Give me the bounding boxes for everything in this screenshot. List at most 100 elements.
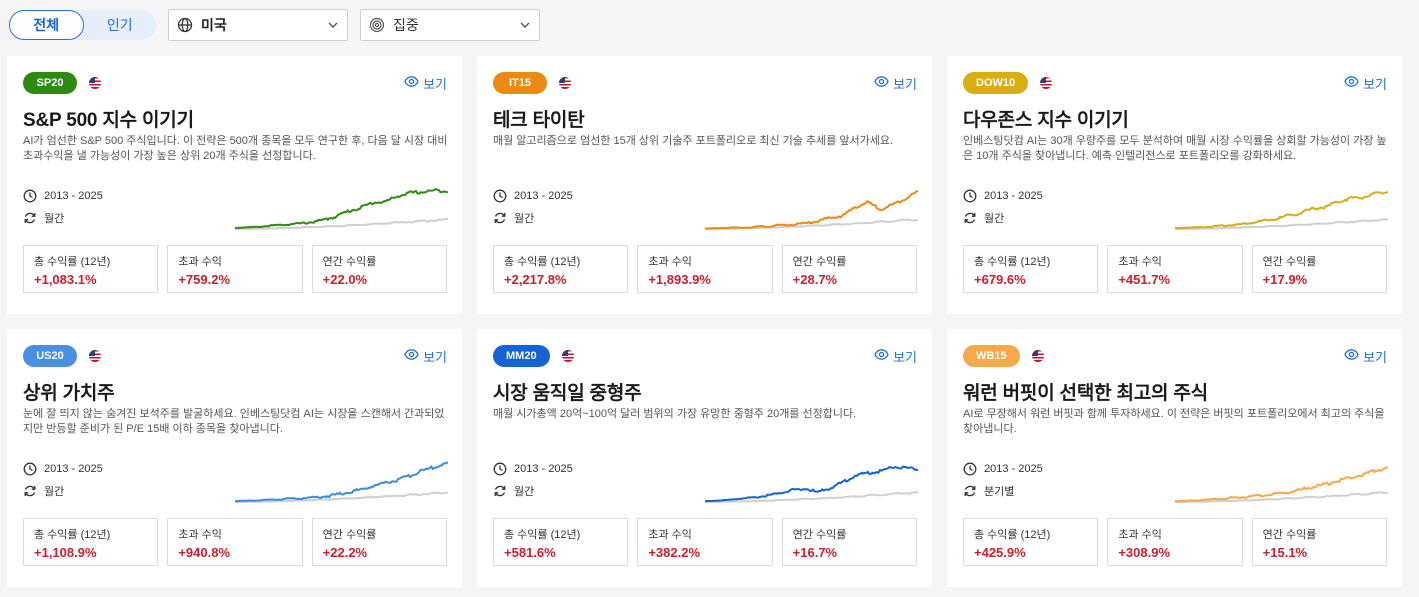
country-dropdown[interactable]: 미국 bbox=[168, 9, 348, 41]
tab-popular[interactable]: 인기 bbox=[106, 17, 133, 33]
eye-icon bbox=[874, 74, 889, 92]
annual-return-box: 연간 수익률 +17.9% bbox=[1251, 245, 1387, 293]
stat-value: +15.1% bbox=[1262, 545, 1308, 560]
stat-value: +17.9% bbox=[1262, 272, 1308, 287]
view-button[interactable]: 보기 bbox=[404, 74, 447, 93]
tab-all[interactable]: 전체 bbox=[9, 10, 84, 40]
stat-label: 총 수익률 (12년) bbox=[34, 256, 111, 268]
performance-sparkline bbox=[235, 461, 448, 503]
performance-sparkline bbox=[1175, 191, 1388, 230]
total-return-box: 총 수익률 (12년) +679.6% bbox=[963, 245, 1099, 293]
stat-label: 초과 수익 bbox=[1118, 529, 1162, 541]
stat-value: +1,108.9% bbox=[34, 545, 97, 560]
view-label: 보기 bbox=[423, 349, 447, 365]
stat-value: +28.7% bbox=[792, 272, 838, 287]
stat-label: 연간 수익률 bbox=[322, 529, 377, 541]
clock-icon bbox=[493, 189, 507, 203]
period-text: 2013 - 2025 bbox=[514, 463, 573, 475]
strategy-dropdown[interactable]: 집중 bbox=[360, 9, 540, 41]
performance-sparkline bbox=[1175, 465, 1388, 503]
benchmark-line bbox=[1175, 218, 1388, 230]
card-title: 다우존스 지수 이기기 bbox=[963, 110, 1129, 131]
benchmark-line bbox=[1175, 491, 1388, 503]
strategy-line bbox=[1175, 465, 1388, 503]
strategy-line bbox=[235, 187, 448, 230]
card-title: 테크 타이탄 bbox=[493, 110, 585, 131]
excess-return-box: 초과 수익 +382.2% bbox=[637, 518, 773, 566]
strategy-badge: SP20 bbox=[23, 72, 77, 94]
stat-label: 총 수익률 (12년) bbox=[34, 529, 111, 541]
view-button[interactable]: 보기 bbox=[404, 347, 447, 366]
stat-label: 총 수익률 (12년) bbox=[974, 529, 1051, 541]
rebalance-row: 분기별 bbox=[963, 483, 1014, 499]
total-return-box: 총 수익률 (12년) +425.9% bbox=[963, 518, 1099, 566]
strategy-card[interactable]: WB15 보기 워런 버핏이 선택한 최고의 주식 AI로 무장해서 워런 버핏… bbox=[947, 329, 1402, 587]
card-title: 시장 움직일 중형주 bbox=[493, 383, 642, 404]
stat-value: +22.2% bbox=[322, 545, 368, 560]
view-button[interactable]: 보기 bbox=[874, 74, 917, 93]
card-title: 상위 가치주 bbox=[23, 383, 115, 404]
card-description: AI가 엄선한 S&P 500 주식입니다. 이 전략은 500개 종목을 모두… bbox=[23, 135, 448, 162]
period-row: 2013 - 2025 bbox=[963, 189, 1043, 203]
stat-value: +2,217.8% bbox=[504, 272, 567, 287]
stat-value: +759.2% bbox=[178, 272, 231, 287]
stat-value: +679.6% bbox=[974, 272, 1026, 287]
period-row: 2013 - 2025 bbox=[493, 462, 573, 476]
stat-label: 총 수익률 (12년) bbox=[974, 256, 1051, 268]
country-value: 미국 bbox=[201, 17, 227, 33]
rebalance-row: 월간 bbox=[493, 483, 534, 499]
excess-return-box: 초과 수익 +940.8% bbox=[167, 518, 303, 566]
us-flag-icon bbox=[559, 77, 571, 89]
clock-icon bbox=[23, 462, 37, 476]
clock-icon bbox=[493, 462, 507, 476]
frequency-text: 월간 bbox=[44, 486, 65, 498]
annual-return-box: 연간 수익률 +22.0% bbox=[311, 245, 447, 293]
benchmark-line bbox=[235, 491, 448, 503]
period-text: 2013 - 2025 bbox=[984, 190, 1043, 202]
strategy-card[interactable]: US20 보기 상위 가치주 눈에 잘 띄지 않는 숨겨진 보석주를 발굴하세요… bbox=[7, 329, 462, 587]
chevron-down-icon bbox=[327, 19, 339, 31]
card-description: 눈에 잘 띄지 않는 숨겨진 보석주를 발굴하세요. 인베스팅닷컴 AI는 시장… bbox=[23, 408, 445, 435]
stat-label: 총 수익률 (12년) bbox=[504, 529, 581, 541]
view-toggle: 전체 인기 bbox=[9, 10, 156, 40]
stat-value: +22.0% bbox=[322, 272, 368, 287]
strategy-line bbox=[1175, 191, 1388, 230]
rebalance-row: 월간 bbox=[23, 483, 64, 499]
frequency-text: 월간 bbox=[514, 486, 535, 498]
refresh-icon bbox=[493, 211, 507, 225]
benchmark-line bbox=[705, 490, 918, 503]
view-button[interactable]: 보기 bbox=[1344, 74, 1387, 93]
excess-return-box: 초과 수익 +308.9% bbox=[1107, 518, 1243, 566]
strategy-card[interactable]: SP20 보기 S&P 500 지수 이기기 AI가 엄선한 S&P 500 주… bbox=[7, 56, 462, 314]
annual-return-box: 연간 수익률 +15.1% bbox=[1251, 518, 1387, 566]
period-row: 2013 - 2025 bbox=[23, 462, 103, 476]
stat-value: +581.6% bbox=[504, 545, 556, 560]
view-label: 보기 bbox=[1363, 349, 1387, 365]
eye-icon bbox=[1344, 74, 1359, 92]
stat-label: 초과 수익 bbox=[1118, 256, 1162, 268]
refresh-icon bbox=[23, 484, 37, 498]
strategy-value: 집중 bbox=[393, 17, 419, 33]
frequency-text: 월간 bbox=[44, 213, 65, 225]
strategy-card[interactable]: IT15 보기 테크 타이탄 매월 알고리즘으로 엄선한 15개 상위 기술주 … bbox=[477, 56, 932, 314]
clock-icon bbox=[23, 189, 37, 203]
period-text: 2013 - 2025 bbox=[514, 190, 573, 202]
view-button[interactable]: 보기 bbox=[874, 347, 917, 366]
strategy-badge: DOW10 bbox=[963, 72, 1029, 94]
period-text: 2013 - 2025 bbox=[44, 463, 103, 475]
performance-sparkline bbox=[705, 190, 918, 230]
strategy-card[interactable]: DOW10 보기 다우존스 지수 이기기 인베스팅닷컴 AI는 30개 우량주를… bbox=[947, 56, 1402, 314]
stat-value: +451.7% bbox=[1118, 272, 1171, 287]
view-label: 보기 bbox=[423, 76, 447, 92]
view-button[interactable]: 보기 bbox=[1344, 347, 1387, 366]
stat-value: +382.2% bbox=[648, 545, 701, 560]
rebalance-row: 월간 bbox=[23, 210, 64, 226]
strategy-grid: SP20 보기 S&P 500 지수 이기기 AI가 엄선한 S&P 500 주… bbox=[7, 56, 1402, 587]
us-flag-icon bbox=[89, 350, 101, 362]
eye-icon bbox=[404, 347, 419, 365]
strategy-card[interactable]: MM20 보기 시장 움직일 중형주 매월 시가총액 20억~100억 달러 범… bbox=[477, 329, 932, 587]
excess-return-box: 초과 수익 +759.2% bbox=[167, 245, 303, 293]
stat-label: 연간 수익률 bbox=[322, 256, 377, 268]
stat-value: +308.9% bbox=[1118, 545, 1171, 560]
refresh-icon bbox=[493, 484, 507, 498]
